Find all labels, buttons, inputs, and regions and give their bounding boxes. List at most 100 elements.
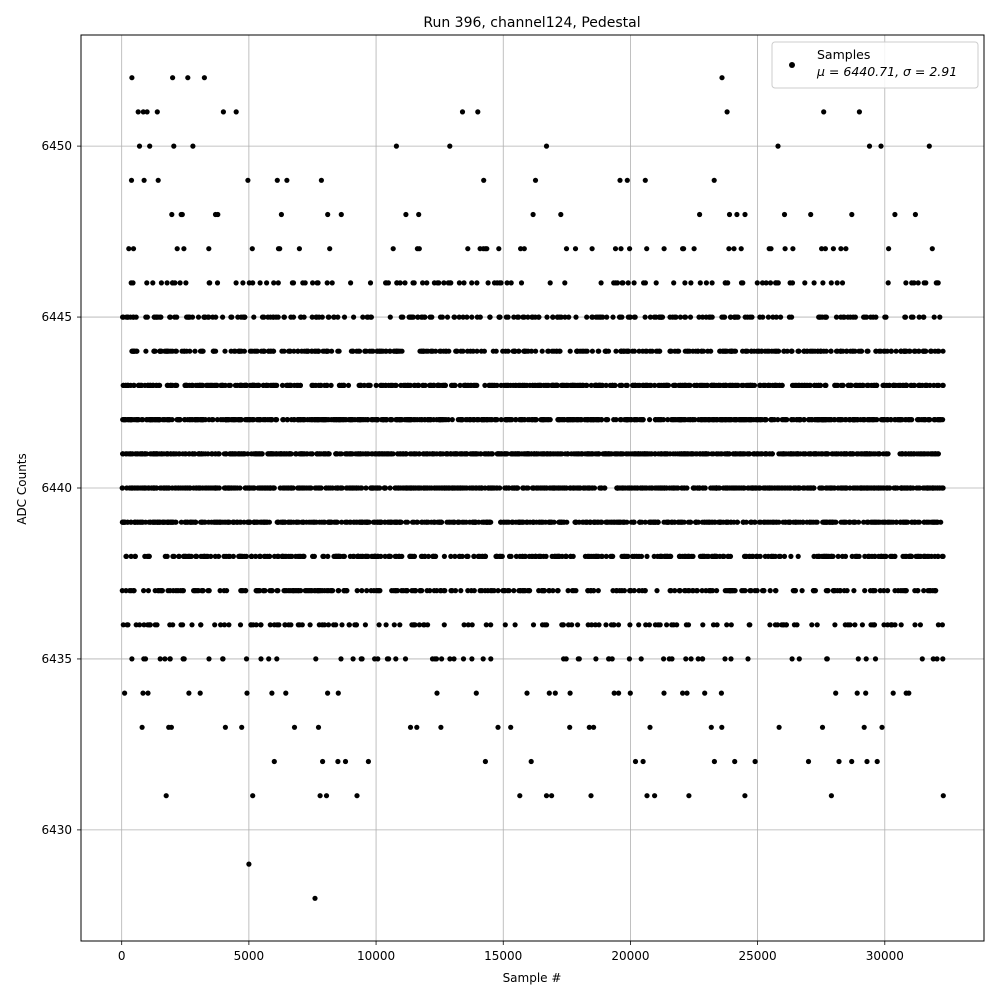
sample-point (817, 485, 822, 490)
sample-point (176, 554, 181, 559)
sample-point (820, 280, 825, 285)
sample-point (148, 417, 153, 422)
sample-point (165, 280, 170, 285)
sample-point (662, 451, 667, 456)
sample-point (233, 383, 238, 388)
sample-point (282, 315, 287, 320)
sample-point (643, 178, 648, 183)
sample-point (123, 554, 128, 559)
sample-point (796, 349, 801, 354)
sample-point (585, 417, 590, 422)
sample-point (288, 315, 293, 320)
sample-point (797, 656, 802, 661)
sample-point (298, 383, 303, 388)
sample-point (447, 280, 452, 285)
sample-point (240, 588, 245, 593)
sample-point (916, 280, 921, 285)
sample-point (783, 246, 788, 251)
sample-point (486, 280, 491, 285)
sample-point (552, 554, 557, 559)
sample-point (918, 622, 923, 627)
sample-point (520, 554, 525, 559)
sample-point (255, 349, 260, 354)
sample-point (590, 349, 595, 354)
sample-point (315, 417, 320, 422)
sample-point (120, 451, 125, 456)
sample-point (825, 588, 830, 593)
sample-point (682, 280, 687, 285)
sample-point (139, 383, 144, 388)
sample-point (261, 349, 266, 354)
sample-point (409, 554, 414, 559)
sample-point (713, 520, 718, 525)
sample-point (811, 588, 816, 593)
sample-point (596, 349, 601, 354)
sample-point (329, 588, 334, 593)
sample-point (632, 280, 637, 285)
sample-point (640, 383, 645, 388)
sample-point (832, 622, 837, 627)
sample-point (843, 417, 848, 422)
sample-point (573, 246, 578, 251)
sample-point (146, 588, 151, 593)
sample-point (504, 451, 509, 456)
sample-point (213, 451, 218, 456)
sample-point (815, 520, 820, 525)
sample-point (686, 520, 691, 525)
sample-point (346, 383, 351, 388)
sample-point (560, 622, 565, 627)
sample-point (282, 554, 287, 559)
sample-point (742, 212, 747, 217)
sample-point (749, 485, 754, 490)
sample-point (516, 383, 521, 388)
sample-point (377, 349, 382, 354)
sample-point (516, 315, 521, 320)
sample-point (664, 622, 669, 627)
sample-point (763, 383, 768, 388)
sample-point (379, 520, 384, 525)
sample-point (619, 349, 624, 354)
sample-point (422, 417, 427, 422)
sample-point (392, 622, 397, 627)
sample-point (365, 417, 370, 422)
sample-point (469, 280, 474, 285)
sample-point (892, 212, 897, 217)
sample-point (602, 485, 607, 490)
sample-point (598, 520, 603, 525)
sample-point (220, 656, 225, 661)
sample-point (179, 349, 184, 354)
sample-point (613, 349, 618, 354)
sample-point (704, 520, 709, 525)
sample-point (568, 383, 573, 388)
sample-point (404, 588, 409, 593)
sample-point (388, 315, 393, 320)
sample-point (808, 212, 813, 217)
sample-point (603, 622, 608, 627)
sample-point (819, 451, 824, 456)
sample-point (197, 383, 202, 388)
sample-point (516, 349, 521, 354)
sample-point (678, 383, 683, 388)
sample-point (246, 520, 251, 525)
sample-point (495, 725, 500, 730)
sample-point (613, 417, 618, 422)
sample-point (530, 315, 535, 320)
sample-point (622, 588, 627, 593)
sample-point (270, 485, 275, 490)
sample-point (360, 315, 365, 320)
sample-point (681, 417, 686, 422)
sample-point (780, 622, 785, 627)
sample-point (465, 246, 470, 251)
sample-point (374, 383, 379, 388)
sample-point (440, 315, 445, 320)
sample-point (732, 315, 737, 320)
sample-point (262, 588, 267, 593)
sample-point (640, 485, 645, 490)
sample-point (280, 520, 285, 525)
sample-point (183, 520, 188, 525)
sample-point (413, 485, 418, 490)
sample-point (347, 622, 352, 627)
sample-point (329, 417, 334, 422)
sample-point (752, 451, 757, 456)
sample-point (511, 383, 516, 388)
